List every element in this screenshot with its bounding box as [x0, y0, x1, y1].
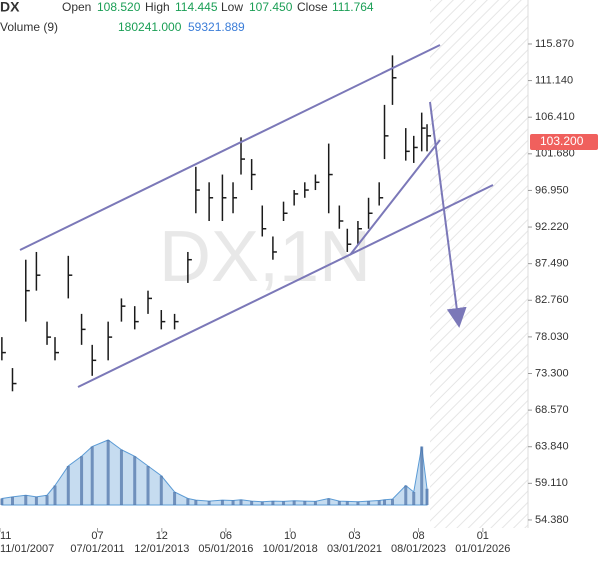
trendlines — [19, 44, 494, 388]
volume-bar — [34, 496, 38, 505]
volume-bar — [207, 501, 211, 505]
volume-bar — [292, 500, 296, 505]
channel-top — [19, 44, 441, 251]
volume-bar — [24, 495, 28, 505]
volume-bar — [356, 501, 360, 505]
volume-bar — [0, 498, 4, 505]
forecast-arrow — [429, 101, 467, 328]
volume-bar — [282, 501, 286, 505]
x-tick-label: 06 — [220, 530, 232, 542]
y-tick-label: 111.140 — [535, 74, 573, 86]
close-value: 111.764 — [332, 0, 374, 14]
volume-ma-value: 59321.889 — [188, 20, 245, 34]
volume-bar — [377, 500, 381, 505]
x-tick-date: 03/01/2021 — [327, 543, 382, 555]
x-tick-date: 07/01/2011 — [70, 543, 124, 555]
volume-bar — [220, 500, 224, 505]
volume-bar — [45, 495, 49, 505]
volume-value: 180241.000 — [118, 20, 182, 34]
open-value: 108.520 — [97, 0, 141, 14]
y-tick-label: 115.870 — [535, 38, 574, 50]
x-tick-label: 11 — [0, 530, 11, 542]
volume-bar — [106, 440, 110, 505]
high-label: High — [145, 0, 170, 14]
y-tick-label: 82.760 — [535, 294, 569, 306]
last-price-label: 103.200 — [540, 134, 584, 148]
x-tick-label: 12 — [156, 530, 168, 542]
open-label: Open — [62, 0, 91, 14]
volume-bar — [159, 475, 163, 505]
x-tick-date: 05/01/2016 — [198, 543, 253, 555]
last-price-box — [530, 134, 598, 151]
trend-line — [349, 139, 441, 256]
y-tick-label: 87.490 — [535, 258, 569, 270]
x-tick-label: 07 — [91, 530, 103, 542]
high-value: 114.445 — [175, 0, 218, 14]
volume-bar — [271, 501, 275, 505]
volume-bar — [250, 501, 254, 505]
volume-bar — [66, 466, 70, 505]
volume-bar — [239, 499, 243, 505]
volume-label: Volume (9) — [0, 20, 58, 34]
volume-bar — [90, 446, 94, 505]
x-tick-date: 10/01/2018 — [263, 543, 318, 555]
volume-bar — [146, 466, 150, 505]
y-tick-label: 59.110 — [535, 477, 568, 489]
x-tick-date: 11/01/2007 — [0, 543, 54, 555]
volume-bar — [337, 501, 341, 505]
watermark: DX,1N — [159, 217, 371, 297]
volume-bar — [231, 500, 235, 505]
volume-bar — [313, 501, 317, 505]
close-label: Close — [297, 0, 328, 14]
x-tick-date: 08/01/2023 — [391, 543, 446, 555]
channel-bottom — [77, 184, 494, 388]
volume-area — [1, 439, 428, 506]
volume-bar — [390, 499, 394, 505]
volume-bar — [367, 501, 371, 505]
future-area — [430, 0, 528, 528]
volume-bar — [80, 456, 84, 505]
volume-bar — [412, 492, 416, 505]
y-tick-label: 96.950 — [535, 184, 569, 196]
y-tick-label: 101.680 — [535, 148, 575, 160]
x-tick-date: 01/01/2026 — [455, 543, 510, 555]
y-tick-label: 68.570 — [535, 404, 569, 416]
volume-bar — [303, 501, 307, 505]
volume-bar — [194, 500, 198, 505]
volume-bar — [345, 501, 349, 505]
volume-bar — [173, 492, 177, 505]
volume-bar — [186, 498, 190, 505]
volume-bar — [425, 488, 429, 505]
low-value: 107.450 — [249, 0, 293, 14]
y-tick-label: 54.380 — [535, 514, 569, 526]
x-tick-label: 08 — [412, 530, 424, 542]
symbol: DX — [0, 0, 20, 15]
volume-bar — [420, 446, 424, 505]
x-tick-label: 10 — [284, 530, 296, 542]
x-tick-label: 01 — [477, 530, 489, 542]
volume-bar — [133, 456, 137, 505]
y-tick-label: 63.840 — [535, 441, 569, 453]
volume-bar — [53, 485, 57, 505]
volume-bar — [260, 501, 264, 505]
volume-bar — [119, 449, 123, 505]
y-tick-label: 106.410 — [535, 111, 575, 123]
y-tick-label: 78.030 — [535, 331, 569, 343]
plot — [0, 55, 432, 506]
x-tick-label: 03 — [348, 530, 360, 542]
x-tick-date: 12/01/2013 — [134, 543, 189, 555]
volume-bar — [327, 498, 331, 505]
low-label: Low — [221, 0, 243, 14]
volume-bar — [404, 485, 408, 505]
y-tick-label: 92.220 — [535, 221, 569, 233]
y-tick-label: 73.300 — [535, 367, 569, 379]
volume-bar — [10, 496, 14, 505]
volume-bar — [383, 499, 387, 505]
